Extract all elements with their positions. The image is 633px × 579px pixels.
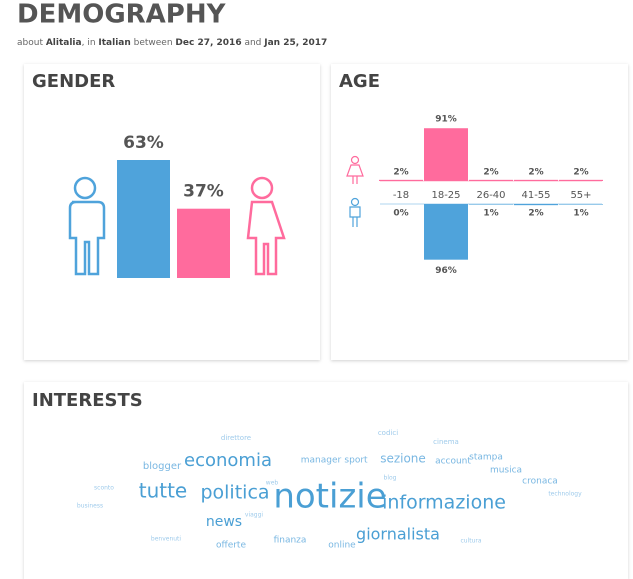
age-bar-female xyxy=(379,179,423,181)
interest-word: cinema xyxy=(433,438,459,446)
female-icon xyxy=(246,176,286,276)
subtitle-part: Jan 25, 2017 xyxy=(263,38,327,48)
interest-word: notizie xyxy=(273,477,386,517)
age-bar-female xyxy=(424,128,468,181)
interest-word: politica xyxy=(200,482,269,504)
gender-bar xyxy=(177,208,230,278)
age-card xyxy=(331,64,628,360)
age-label-female: 2% xyxy=(573,168,588,178)
interest-word: musica xyxy=(490,466,522,476)
age-label-male: 96% xyxy=(435,266,457,276)
interest-word: cronaca xyxy=(522,477,558,487)
age-label-male: 1% xyxy=(483,209,498,219)
age-category: 18-25 xyxy=(431,190,460,201)
age-bar-female xyxy=(514,179,558,181)
subtitle: about Alitalia, in Italian between Dec 2… xyxy=(17,38,327,48)
interest-word: online xyxy=(328,541,356,551)
age-label-female: 91% xyxy=(435,115,457,125)
gender-label: 63% xyxy=(123,133,164,153)
age-label-female: 2% xyxy=(528,168,543,178)
age-label-male: 1% xyxy=(573,209,588,219)
subtitle-part: Italian xyxy=(98,38,130,48)
card-title: INTERESTS xyxy=(32,390,143,411)
age-bar-male xyxy=(469,204,513,205)
interest-word: tutte xyxy=(139,479,188,503)
card-title: GENDER xyxy=(32,71,115,92)
age-label-male: 2% xyxy=(528,209,543,219)
subtitle-part: , in xyxy=(82,38,99,48)
subtitle-part: between xyxy=(131,38,176,48)
interest-word: sport xyxy=(344,456,368,466)
interests-card xyxy=(24,382,628,579)
interest-word: business xyxy=(77,503,103,510)
gender-card xyxy=(24,64,320,360)
subtitle-part: and xyxy=(242,38,265,48)
age-category: -18 xyxy=(393,190,409,201)
interest-word: sezione xyxy=(380,452,426,466)
interest-word: finanza xyxy=(274,536,307,546)
interest-word: sconto xyxy=(94,485,114,492)
interest-word: viaggi xyxy=(245,512,264,519)
age-category: 41-55 xyxy=(521,190,550,201)
interest-word: cultura xyxy=(460,538,481,545)
interest-word: direttore xyxy=(221,434,251,442)
interest-word: giornalista xyxy=(356,525,440,544)
age-label-male: 0% xyxy=(393,209,408,219)
interest-word: manager xyxy=(301,456,342,466)
page-title: DEMOGRAPHY xyxy=(17,0,227,30)
male-small-icon xyxy=(349,197,361,227)
gender-label: 37% xyxy=(183,182,224,202)
interest-word: economia xyxy=(184,450,272,471)
age-label-female: 2% xyxy=(393,168,408,178)
age-category: 26-40 xyxy=(476,190,505,201)
age-bar-female xyxy=(559,179,603,181)
age-bar-male xyxy=(424,204,468,260)
interest-word: technology xyxy=(548,491,582,498)
interest-word: web xyxy=(266,480,279,487)
interest-word: blogger xyxy=(143,461,182,472)
age-bar-male xyxy=(514,204,558,206)
interest-word: informazione xyxy=(382,492,506,514)
age-label-female: 2% xyxy=(483,168,498,178)
male-icon xyxy=(68,176,106,276)
card-title: AGE xyxy=(339,71,380,92)
subtitle-part: about xyxy=(17,38,46,48)
interest-word: news xyxy=(206,514,242,530)
interest-word: offerte xyxy=(216,541,246,551)
interest-word: codici xyxy=(378,429,398,437)
age-category: 55+ xyxy=(570,190,591,201)
gender-bar xyxy=(117,160,170,278)
subtitle-part: Dec 27, 2016 xyxy=(175,38,241,48)
age-bar-female xyxy=(469,179,513,181)
female-small-icon xyxy=(346,155,364,184)
interest-word: benvenuti xyxy=(151,536,182,543)
interest-word: blog xyxy=(384,475,397,482)
interest-word: account xyxy=(435,457,471,467)
subtitle-part: Alitalia xyxy=(46,38,82,48)
age-bar-male xyxy=(559,204,603,205)
interest-word: stampa xyxy=(469,453,503,463)
